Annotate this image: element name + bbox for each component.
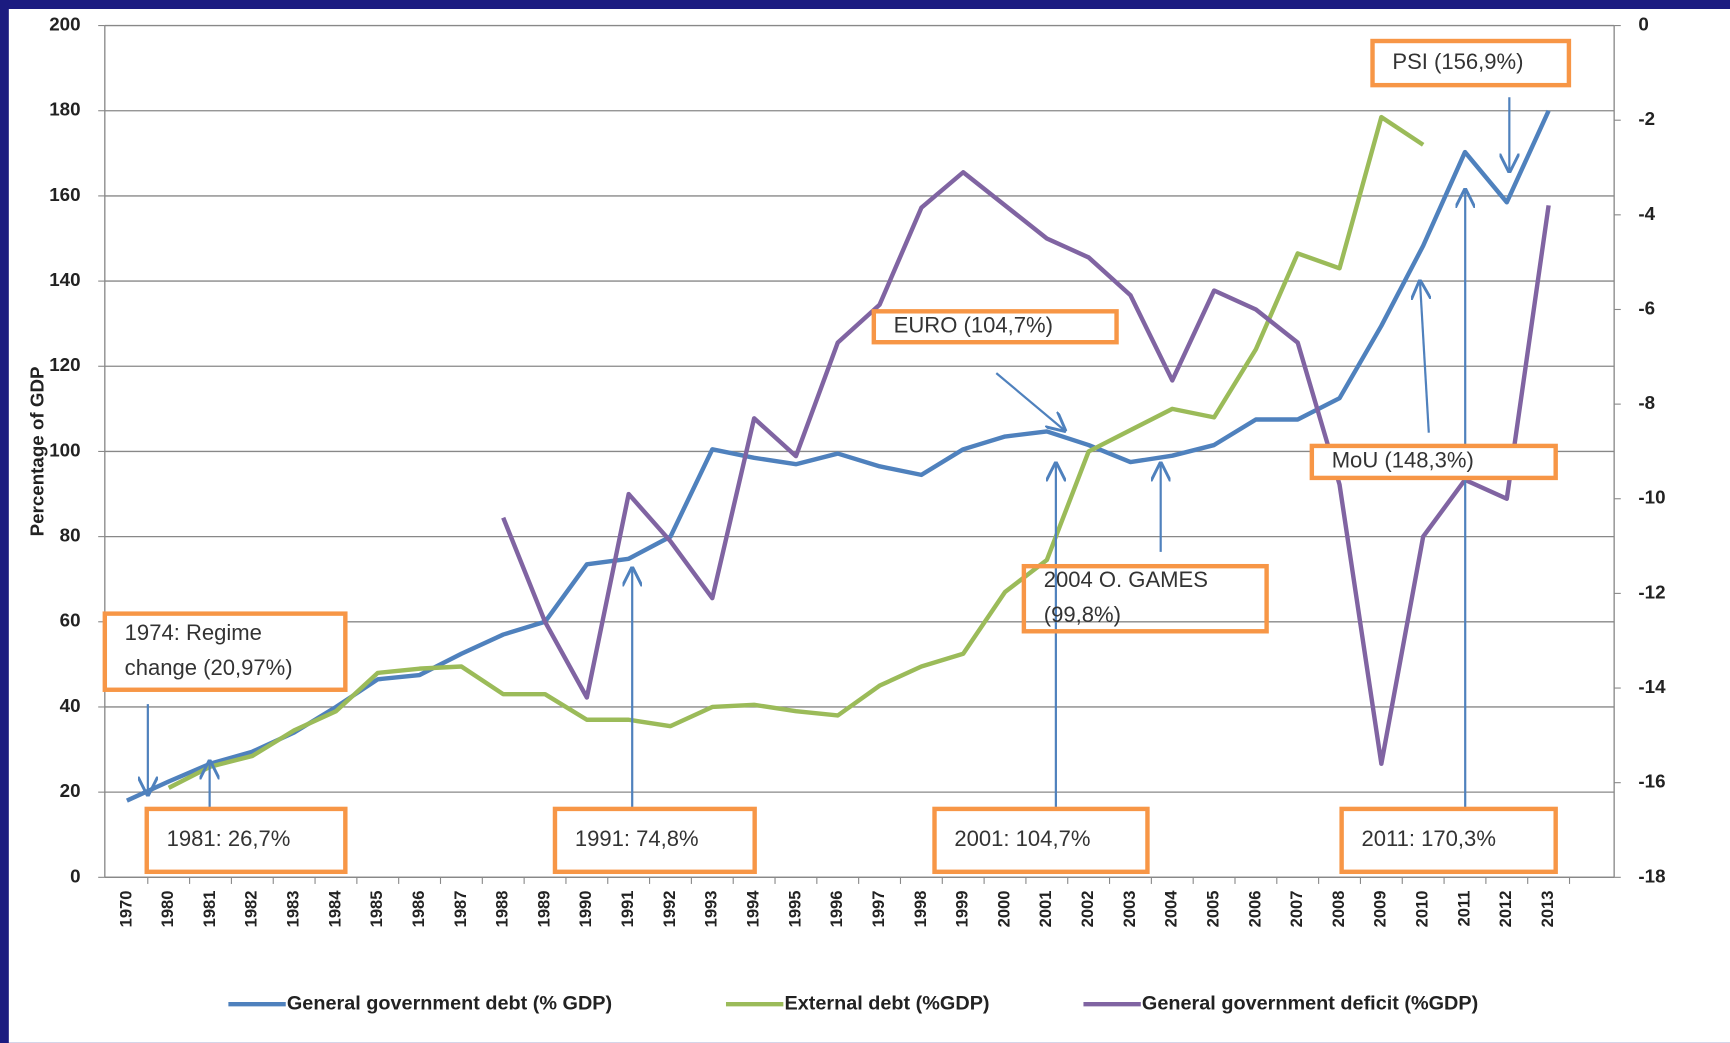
y2-tick-label: -10: [1638, 487, 1665, 508]
x-tick-label: 2011: [1454, 891, 1473, 927]
x-tick-label: 2001: [1036, 891, 1055, 928]
annotation-text: MoU (148,3%): [1332, 448, 1474, 473]
x-tick-label: 1999: [953, 891, 972, 928]
y-tick-label: 140: [49, 269, 80, 290]
annotation-box: [144, 806, 348, 875]
annotation-text: 1991: 74,8%: [575, 826, 699, 851]
y-tick-label: 20: [60, 780, 81, 801]
x-tick-label: 1970: [116, 891, 135, 928]
annotation-text: 1981: 26,7%: [167, 826, 291, 851]
x-tick-label: 2000: [994, 891, 1013, 928]
annotation-arrow: [1420, 282, 1429, 433]
x-tick-label: 1998: [911, 891, 930, 928]
legend-label: General government debt (% GDP): [287, 992, 612, 1014]
x-tick-label: 1988: [493, 891, 512, 928]
y-tick-label: 60: [60, 610, 81, 631]
x-tick-label: 2010: [1413, 891, 1432, 928]
x-tick-label: 2008: [1329, 891, 1348, 928]
x-tick-label: 1984: [325, 890, 344, 928]
annotation-box: [1339, 806, 1558, 875]
annotation-text: 2011: 170,3%: [1361, 826, 1495, 851]
annotation-box: [552, 806, 757, 875]
x-tick-label: 1982: [242, 891, 261, 928]
y2-tick-label: -4: [1638, 203, 1655, 224]
annotation-box: [102, 611, 348, 692]
x-tick-label: 2009: [1371, 891, 1390, 928]
background: [8, 9, 1730, 1043]
x-tick-label: 1987: [451, 891, 470, 928]
x-tick-label: 2003: [1120, 891, 1139, 928]
y2-tick-label: -14: [1638, 676, 1666, 697]
x-tick-label: 1992: [660, 891, 679, 928]
x-tick-label: 2012: [1496, 891, 1515, 928]
y2-tick-label: -18: [1638, 865, 1665, 886]
x-tick-label: 1996: [827, 891, 846, 928]
annotation-box: [1309, 443, 1558, 481]
x-tick-label: 1981: [200, 891, 219, 928]
x-tick-label: 1993: [702, 891, 721, 928]
legend-label: External debt (%GDP): [784, 992, 989, 1014]
x-tick-label: 2004: [1162, 890, 1181, 928]
x-tick-label: 2007: [1287, 891, 1306, 928]
x-tick-label: 1997: [869, 891, 888, 928]
y-tick-label: 80: [60, 525, 81, 546]
y2-tick-label: -12: [1638, 581, 1665, 602]
annotation-text: (99,8%): [1044, 602, 1121, 627]
annotation-box: [1021, 563, 1269, 634]
y2-tick-label: -16: [1638, 771, 1665, 792]
x-tick-label: 1991: [618, 891, 637, 928]
x-tick-label: 1986: [409, 891, 428, 928]
annotation-arrow: [995, 372, 1064, 430]
series-line: [501, 170, 1551, 766]
x-tick-label: 1994: [743, 890, 762, 928]
y-tick-label: 0: [70, 865, 80, 886]
x-tick-label: 2013: [1538, 891, 1557, 928]
x-tick-label: 2002: [1078, 891, 1097, 928]
x-tick-label: 1990: [576, 891, 595, 928]
y2-tick-label: 0: [1638, 14, 1648, 35]
x-tick-label: 1980: [158, 891, 177, 928]
annotation-text: EURO (104,7%): [894, 313, 1053, 338]
x-tick-label: 2005: [1203, 891, 1222, 928]
legend-label: General government deficit (%GDP): [1142, 992, 1478, 1014]
annotation-text: 2004 O. GAMES: [1044, 567, 1208, 592]
y-tick-label: 160: [49, 184, 80, 205]
y2-tick-label: -2: [1638, 108, 1655, 129]
annotation-text: 2001: 104,7%: [954, 826, 1090, 851]
y-tick-label: 100: [49, 439, 80, 460]
y-tick-label: 200: [49, 14, 80, 35]
x-tick-label: 1989: [534, 891, 553, 928]
annotation-text: change (20,97%): [125, 655, 293, 680]
y2-tick-label: -8: [1638, 392, 1655, 413]
annotation-box: [871, 309, 1119, 345]
y-tick-label: 40: [60, 695, 81, 716]
y-axis-label: Percentage of GDP: [27, 367, 48, 537]
x-tick-label: 1985: [367, 891, 386, 928]
x-tick-label: 1995: [785, 891, 804, 928]
annotation-text: PSI (156,9%): [1392, 49, 1523, 74]
annotation-box: [1370, 38, 1572, 88]
y2-tick-label: -6: [1638, 297, 1655, 318]
y-tick-label: 120: [49, 354, 80, 375]
annotation-box: [932, 806, 1150, 875]
x-tick-label: 1983: [284, 891, 303, 928]
y-tick-label: 180: [49, 99, 80, 120]
series-line: [167, 114, 1425, 790]
x-tick-label: 2006: [1245, 891, 1264, 928]
annotation-text: 1974: Regime: [125, 620, 262, 645]
